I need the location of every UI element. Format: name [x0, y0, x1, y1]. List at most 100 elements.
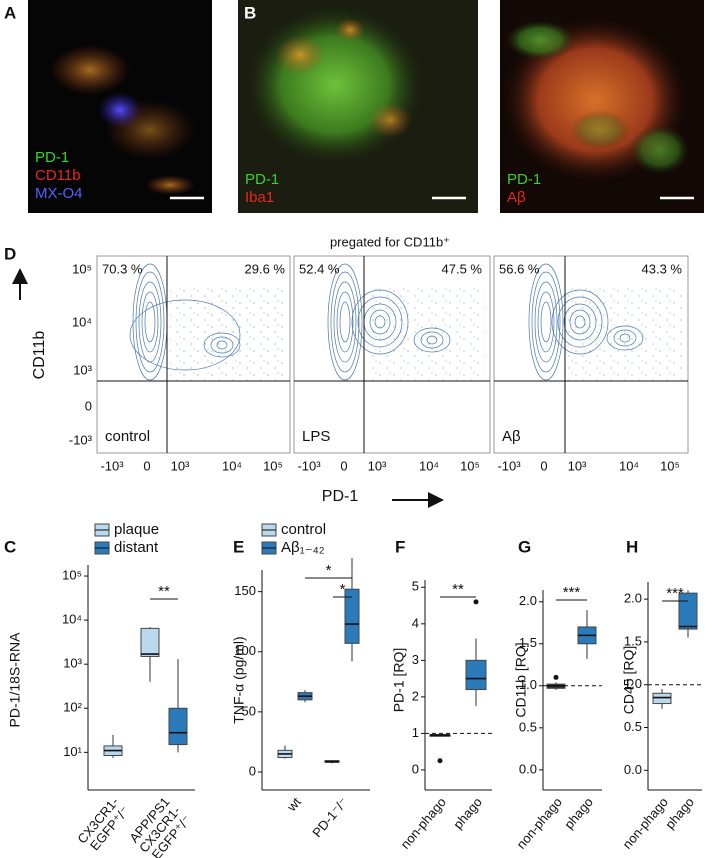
decoration — [630, 125, 690, 175]
channel-label: PD-1 — [35, 149, 69, 166]
y-tick-label: 10³ — [63, 656, 82, 671]
y-tick-label: 3 — [412, 652, 419, 667]
y-tick-label: 1.5 — [519, 635, 537, 650]
decoration — [568, 285, 683, 380]
legend-label: control — [281, 521, 326, 538]
box — [465, 659, 487, 691]
y-tick-label: 2.0 — [519, 593, 537, 608]
x-tick-label: PD-1⁻/⁻ — [309, 794, 351, 840]
sample-label: LPS — [302, 428, 330, 445]
flow-x-tick-label: 0 — [540, 458, 547, 473]
channel-label: CD11b — [35, 167, 81, 184]
flow-y-tick-label: 10⁴ — [72, 314, 92, 329]
significance-label: ** — [452, 581, 464, 598]
legend-label: plaque — [114, 521, 159, 538]
flow-x-label: PD-1 — [322, 488, 359, 505]
x-tick-label: non-phago — [397, 794, 448, 851]
y-tick-label: 4 — [412, 615, 419, 630]
quadrant-label: 43.3 % — [642, 261, 683, 276]
legend-label: Aβ₁₋₄₂ — [281, 539, 325, 556]
y-axis-label: PD-1/18S-RNA — [7, 632, 23, 728]
flow-y-tick-label: 0 — [85, 398, 92, 413]
x-tick-label: CX3CR1-EGFP⁺/⁻ — [75, 794, 133, 855]
y-tick-label: 10⁵ — [62, 567, 82, 582]
box — [168, 707, 188, 746]
y-tick-label: 10² — [63, 700, 82, 715]
box — [140, 627, 160, 657]
panel-label: E — [233, 537, 244, 556]
sample-label: control — [105, 428, 150, 445]
flow-y-label: CD11b — [31, 331, 48, 380]
y-tick-label: 0.5 — [624, 719, 642, 734]
quadrant-label: 52.4 % — [299, 261, 340, 276]
y-tick-label: 0 — [249, 763, 256, 778]
decoration — [368, 102, 412, 138]
y-tick-label: 5 — [412, 579, 419, 594]
y-tick-label: 1.5 — [624, 633, 642, 648]
flow-plots — [12, 255, 689, 508]
decoration — [570, 110, 630, 150]
panel-label: B — [244, 3, 256, 22]
x-tick-label: non-phago — [513, 794, 564, 851]
flow-x-tick-label: 10⁴ — [222, 458, 242, 473]
flow-x-tick-label: 10⁵ — [460, 458, 480, 473]
box — [344, 588, 360, 644]
panel-label: H — [626, 537, 638, 556]
y-tick-label: 150 — [234, 583, 256, 598]
x-tick-label: phago — [561, 794, 596, 831]
x-tick-label: phago — [662, 794, 697, 831]
flow-y-tick-label: -10³ — [69, 432, 93, 447]
flier — [473, 599, 479, 605]
flow-x-tick-label: 0 — [340, 458, 347, 473]
flow-x-tick-label: 10⁵ — [263, 458, 283, 473]
decoration — [145, 175, 195, 195]
flow-x-tick-label: 10⁴ — [619, 458, 639, 473]
flow-title: pregated for CD11b⁺ — [330, 234, 450, 249]
decoration — [335, 18, 365, 42]
channel-label: Aβ — [507, 189, 526, 206]
decoration — [129, 299, 241, 371]
flow-x-tick-label: 10⁴ — [419, 458, 439, 473]
image-b2 — [500, 0, 704, 213]
quadrant-label: 29.6 % — [245, 261, 286, 276]
flow-x-tick-label: 10³ — [368, 458, 387, 473]
y-axis-label: CD11b [RQ] — [513, 642, 529, 717]
y-tick-label: 1 — [412, 725, 419, 740]
decoration — [275, 35, 325, 75]
y-tick-label: 2 — [412, 688, 419, 703]
flow-x-tick-label: -10³ — [497, 458, 521, 473]
significance-label: * — [326, 562, 332, 579]
y-tick-label: 1.0 — [519, 677, 537, 692]
sample-label: Aβ — [502, 428, 521, 445]
significance-label: *** — [666, 585, 684, 602]
flier — [553, 674, 559, 680]
flow-x-tick-label: -10³ — [100, 458, 124, 473]
x-tick-label: APP/PS1CX3CR1-EGFP⁺/⁻ — [126, 794, 195, 858]
flow-x-tick-label: 10⁵ — [660, 458, 680, 473]
y-tick-label: 10⁴ — [62, 612, 82, 627]
panel-label: G — [518, 537, 531, 556]
y-tick-label: 0.5 — [519, 719, 537, 734]
decoration — [505, 20, 575, 60]
panel-label: C — [4, 537, 16, 556]
y-tick-label: 100 — [234, 643, 256, 658]
image-a — [28, 0, 212, 213]
quadrant-label: 70.3 % — [102, 261, 143, 276]
legend-label: distant — [114, 539, 159, 556]
box — [678, 592, 698, 630]
decoration — [50, 45, 130, 95]
y-axis-label: PD-1 [RQ] — [391, 648, 407, 713]
decoration — [245, 5, 425, 165]
flow-y-tick-label: 10⁵ — [72, 261, 92, 276]
channel-label: MX-O4 — [35, 185, 83, 202]
significance-label: *** — [563, 584, 581, 601]
quadrant-label: 47.5 % — [442, 261, 483, 276]
x-tick-label: phago — [450, 794, 485, 831]
panel-label: A — [4, 3, 16, 22]
channel-label: PD-1 — [245, 171, 279, 188]
y-tick-label: 50 — [242, 703, 256, 718]
channel-label: Iba1 — [245, 189, 274, 206]
y-axis-label: CD45 [RQ] — [621, 646, 637, 714]
box — [652, 692, 672, 705]
